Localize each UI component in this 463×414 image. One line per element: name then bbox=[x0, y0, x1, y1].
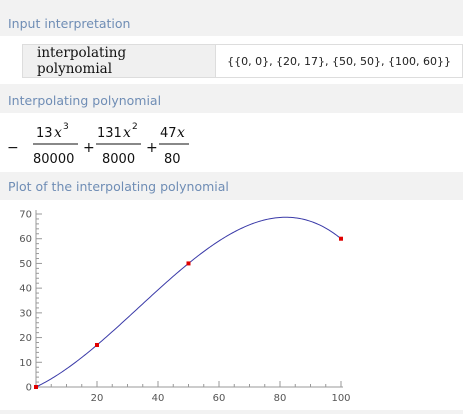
data-point bbox=[339, 236, 343, 241]
x-tick-label: 80 bbox=[274, 393, 287, 404]
plot-pod bbox=[0, 200, 463, 410]
interpolating-polynomial-title: Interpolating polynomial bbox=[8, 93, 162, 108]
input-points-value: {{0, 0}, {20, 17}, {50, 50}, {100, 60}} bbox=[227, 54, 451, 68]
term-1-sign: − bbox=[7, 140, 19, 156]
input-interpretation-table: interpolating polynomial {{0, 0}, {20, 1… bbox=[22, 44, 463, 78]
y-tick-label: 60 bbox=[19, 234, 32, 245]
interpolating-polynomial-pod bbox=[0, 113, 463, 172]
x-tick-label: 100 bbox=[331, 393, 350, 404]
data-point bbox=[186, 261, 191, 266]
y-tick-label: 0 bbox=[26, 383, 32, 394]
plot-title: Plot of the interpolating polynomial bbox=[8, 179, 229, 194]
term-2-exp: 2 bbox=[132, 122, 138, 132]
polynomial-plot: 20 40 60 80 100 0 10 20 30 40 50 60 70 bbox=[19, 210, 350, 405]
plot-ticks bbox=[36, 213, 342, 387]
term-2-coef: 131 bbox=[97, 126, 122, 141]
y-tick-label: 70 bbox=[19, 210, 32, 221]
plot-tick-labels: 20 40 60 80 100 0 10 20 30 40 50 60 70 bbox=[19, 210, 350, 405]
y-tick-label: 40 bbox=[19, 284, 32, 295]
polynomial-formula: − 13 x 3 80000 + 131 x 2 8000 + 47 x 80 bbox=[7, 122, 207, 170]
polynomial-curve bbox=[35, 216, 342, 388]
y-tick-label: 20 bbox=[19, 333, 32, 344]
term-2-sign: + bbox=[83, 140, 95, 156]
y-tick-label: 30 bbox=[19, 308, 32, 319]
data-point bbox=[95, 342, 99, 347]
input-interpretation-pod: interpolating polynomial {{0, 0}, {20, 1… bbox=[0, 36, 463, 84]
y-tick-label: 50 bbox=[19, 259, 32, 270]
term-1-exp: 3 bbox=[63, 122, 69, 132]
term-3-den: 80 bbox=[164, 152, 181, 167]
x-tick-label: 60 bbox=[213, 393, 226, 404]
term-1-den: 80000 bbox=[33, 152, 74, 167]
term-3-coef: 47 bbox=[160, 126, 177, 141]
term-3-var: x bbox=[177, 125, 185, 141]
term-1-var: x bbox=[54, 125, 62, 141]
x-tick-label: 20 bbox=[91, 393, 104, 404]
input-interpretation-title: Input interpretation bbox=[8, 16, 131, 31]
term-2-den: 8000 bbox=[102, 152, 135, 167]
interpolation-points bbox=[34, 236, 343, 389]
term-1-coef: 13 bbox=[36, 126, 53, 141]
y-tick-label: 10 bbox=[19, 358, 32, 369]
x-tick-label: 40 bbox=[152, 393, 165, 404]
input-label: interpolating polynomial bbox=[23, 45, 217, 77]
term-2-var: x bbox=[123, 125, 131, 141]
plot-axes bbox=[35, 210, 343, 388]
term-3-sign: + bbox=[146, 140, 158, 156]
data-point bbox=[34, 385, 38, 389]
